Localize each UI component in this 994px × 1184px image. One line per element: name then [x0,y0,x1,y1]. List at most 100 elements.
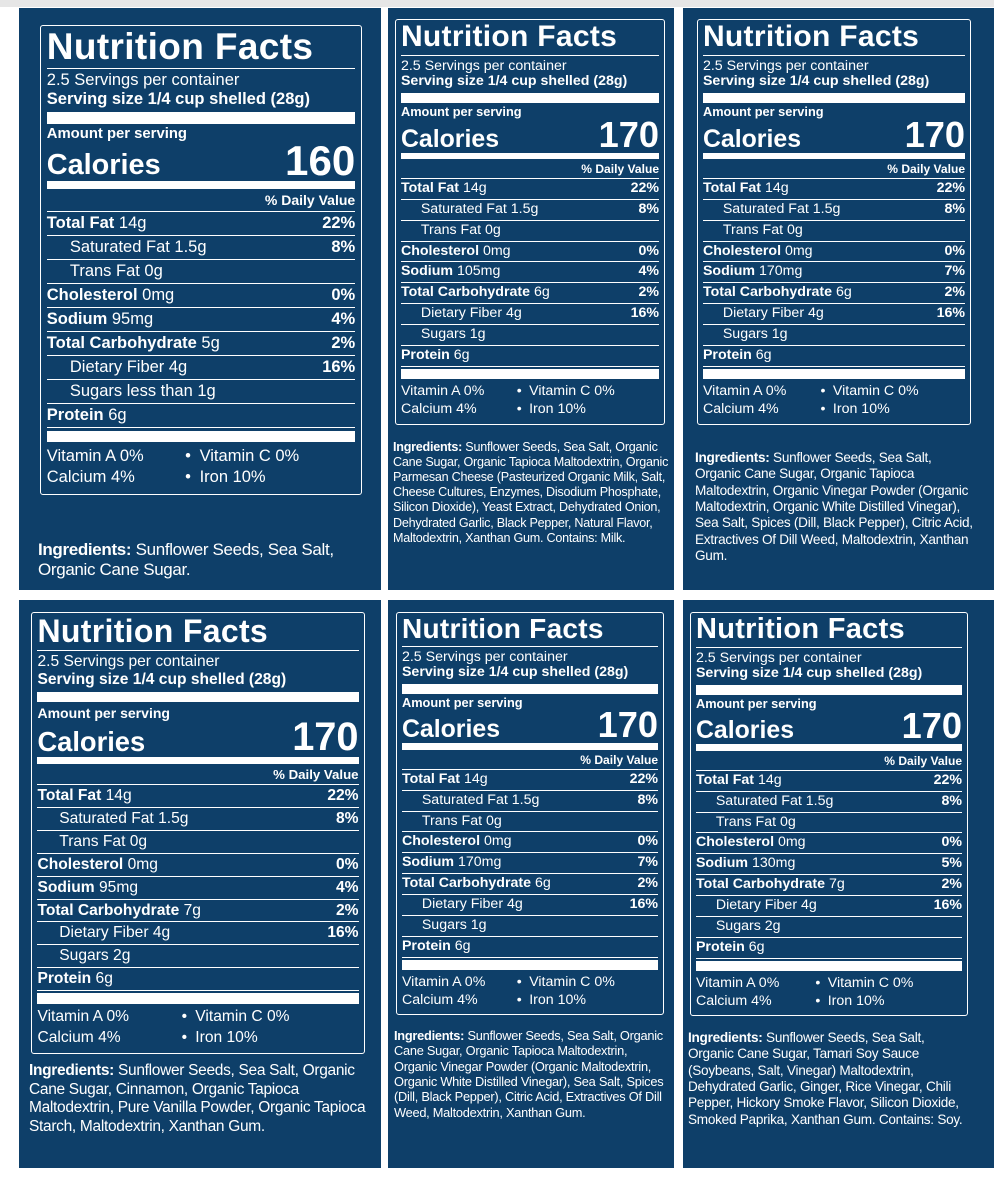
nutrient-daily-value: 5% [941,855,963,872]
bullet: • [815,974,821,991]
divider-medium [401,743,659,750]
serving-size: Serving size 1/4 cup shelled (28g) [695,664,923,681]
vitamins-minerals: Vitamin A 0% • Vitamin C 0% Calcium 4% • Iron… [37,1004,358,1048]
nutrient-amount: 6g [454,937,471,954]
nutrient-daily-value: 7% [637,854,659,871]
nutrient-daily-value: 22% [936,179,966,196]
nutrient-amount: 0mg [777,834,806,851]
nutrient-label: Sodium 130mg [696,854,795,874]
nutrient-amount: 170mg [457,854,502,871]
ingredients: Ingredients: Sunflower Seeds, Sea Salt, … [38,540,366,581]
nutrient-name: Cholesterol [400,242,480,259]
calcium: Calcium 4% [401,991,478,1008]
nutrient-daily-value: 8% [941,792,963,809]
nutrient-label: Total Carbohydrate 5g [47,332,220,355]
vitamin-a: Vitamin A 0% [695,974,780,991]
nutrient-name: Sodium [37,878,95,896]
nutrient-name: Total Carbohydrate [46,333,197,352]
nutrition-facts-title: Nutrition Facts [400,21,660,56]
nutrition-facts-title: Nutrition Facts [37,614,359,652]
nutrient-label: Sodium 170mg [703,262,802,282]
nutrient-name: Saturated Fat 1.5g [59,810,189,828]
nutrient-daily-value: 0% [336,855,359,873]
ingredients-label: Ingredients: [695,450,770,465]
nutrient-label: Total Carbohydrate 6g [401,283,550,303]
nutrient-row: Trans Fat 0g [702,221,966,242]
nutrient-amount: 95mg [98,878,138,896]
nutrient-label: Total Fat 14g [37,785,131,807]
divider-thick [400,92,660,103]
nutrient-name: Total Fat [702,179,762,196]
nutrient-daily-value: 2% [331,333,356,352]
divider-thick [46,112,356,124]
ingredients-label: Ingredients: [393,440,463,454]
nutrient-label: Dietary Fiber 4g [47,356,187,379]
nutrient-amount: 6g [533,284,550,301]
nutrient-name: Dietary Fiber 4g [69,358,188,377]
iron: Iron 10% [195,1028,258,1046]
nutrient-row: Trans Fat 0g [400,221,660,242]
nutrient-label: Cholesterol 0mg [47,284,174,307]
nutrient-label: Sugars 2g [696,917,781,937]
nutrient-name: Saturated Fat 1.5g [715,792,834,809]
nutrient-label: Sugars 2g [37,945,130,967]
nutrient-row: Dietary Fiber 4g 16% [37,922,359,946]
ingredients-text: Sunflower Seeds, Sea Salt, Organic Cane … [393,440,669,545]
nutrient-name: Total Carbohydrate [400,284,530,301]
nutrient-daily-value: 22% [933,771,963,788]
nutrient-daily-value: 7% [944,263,966,280]
nutrient-name: Saturated Fat 1.5g [69,237,207,256]
nutrient-label: Trans Fat 0g [47,260,163,283]
nutrient-label: Sodium 95mg [37,877,138,899]
vitamin-c: Vitamin C 0% [195,1008,290,1026]
nutrient-row: Total Carbohydrate 7g 2% [695,875,963,897]
nutrition-facts-label: Nutrition Facts 2.5 Servings per containe… [697,19,971,425]
nutrient-row: Dietary Fiber 4g 16% [46,356,356,381]
nutrient-row: Sugars 1g [400,325,660,346]
ingredients-text: Sunflower Seeds, Sea Salt, Organic Cane … [29,1062,366,1135]
servings-per-container: 2.5 Servings per container [400,57,567,74]
nutrient-daily-value: 4% [336,878,359,896]
nutrient-label: Total Carbohydrate 7g [696,875,845,895]
nutrient-label: Dietary Fiber 4g [703,304,824,324]
nutrient-name: Total Fat [695,771,755,788]
nutrient-label: Total Fat 14g [703,179,789,199]
nutrient-name: Trans Fat 0g [59,833,148,851]
daily-value-header: % Daily Value [37,766,359,786]
nutrient-label: Cholesterol 0mg [703,242,813,262]
nutrient-label: Trans Fat 0g [401,221,501,241]
divider-thick [702,92,966,103]
nutrient-row: Sodium 170mg 7% [702,262,966,284]
nutrient-label: Trans Fat 0g [402,812,502,832]
nutrient-row: Sodium 95mg 4% [37,877,359,900]
nutrient-name: Trans Fat 0g [420,221,501,238]
vitamin-a: Vitamin A 0% [46,446,144,465]
nutrient-daily-value: 8% [637,791,659,808]
nutrient-name: Sugars 1g [722,326,788,342]
divider-medium [400,152,660,159]
nutrient-name: Total Carbohydrate [401,875,531,892]
nutrient-label: Sugars less than 1g [47,380,216,403]
nutrient-amount: 0mg [784,242,813,259]
nutrient-name: Total Carbohydrate [37,901,180,919]
nutrient-amount: 6g [534,875,551,892]
nutrient-name: Trans Fat 0g [69,261,163,280]
nutrient-daily-value: 0% [941,834,963,851]
nutrient-label: Total Fat 14g [696,771,782,791]
nutrient-daily-value: 4% [638,263,660,280]
nutrient-amount: 105mg [456,263,501,280]
nutrient-amount: 14g [462,179,487,196]
nutrient-daily-value: 16% [933,897,963,914]
nutrient-name: Sodium [46,309,108,328]
nutrient-row: Total Carbohydrate 7g 2% [37,900,359,923]
divider-thick [702,368,966,379]
nutrient-label: Protein 6g [47,404,127,427]
bullet: • [820,401,826,418]
nutrient-amount: 6g [453,346,470,363]
nutrient-label: Saturated Fat 1.5g [402,791,540,811]
nutrient-row: Protein 6g [702,346,966,367]
divider-medium [46,181,356,189]
serving-size: Serving size 1/4 cup shelled (28g) [46,89,310,108]
bullet: • [185,468,191,487]
ingredients-text: Sunflower Seeds, Sea Salt, Organic Cane … [38,540,334,580]
